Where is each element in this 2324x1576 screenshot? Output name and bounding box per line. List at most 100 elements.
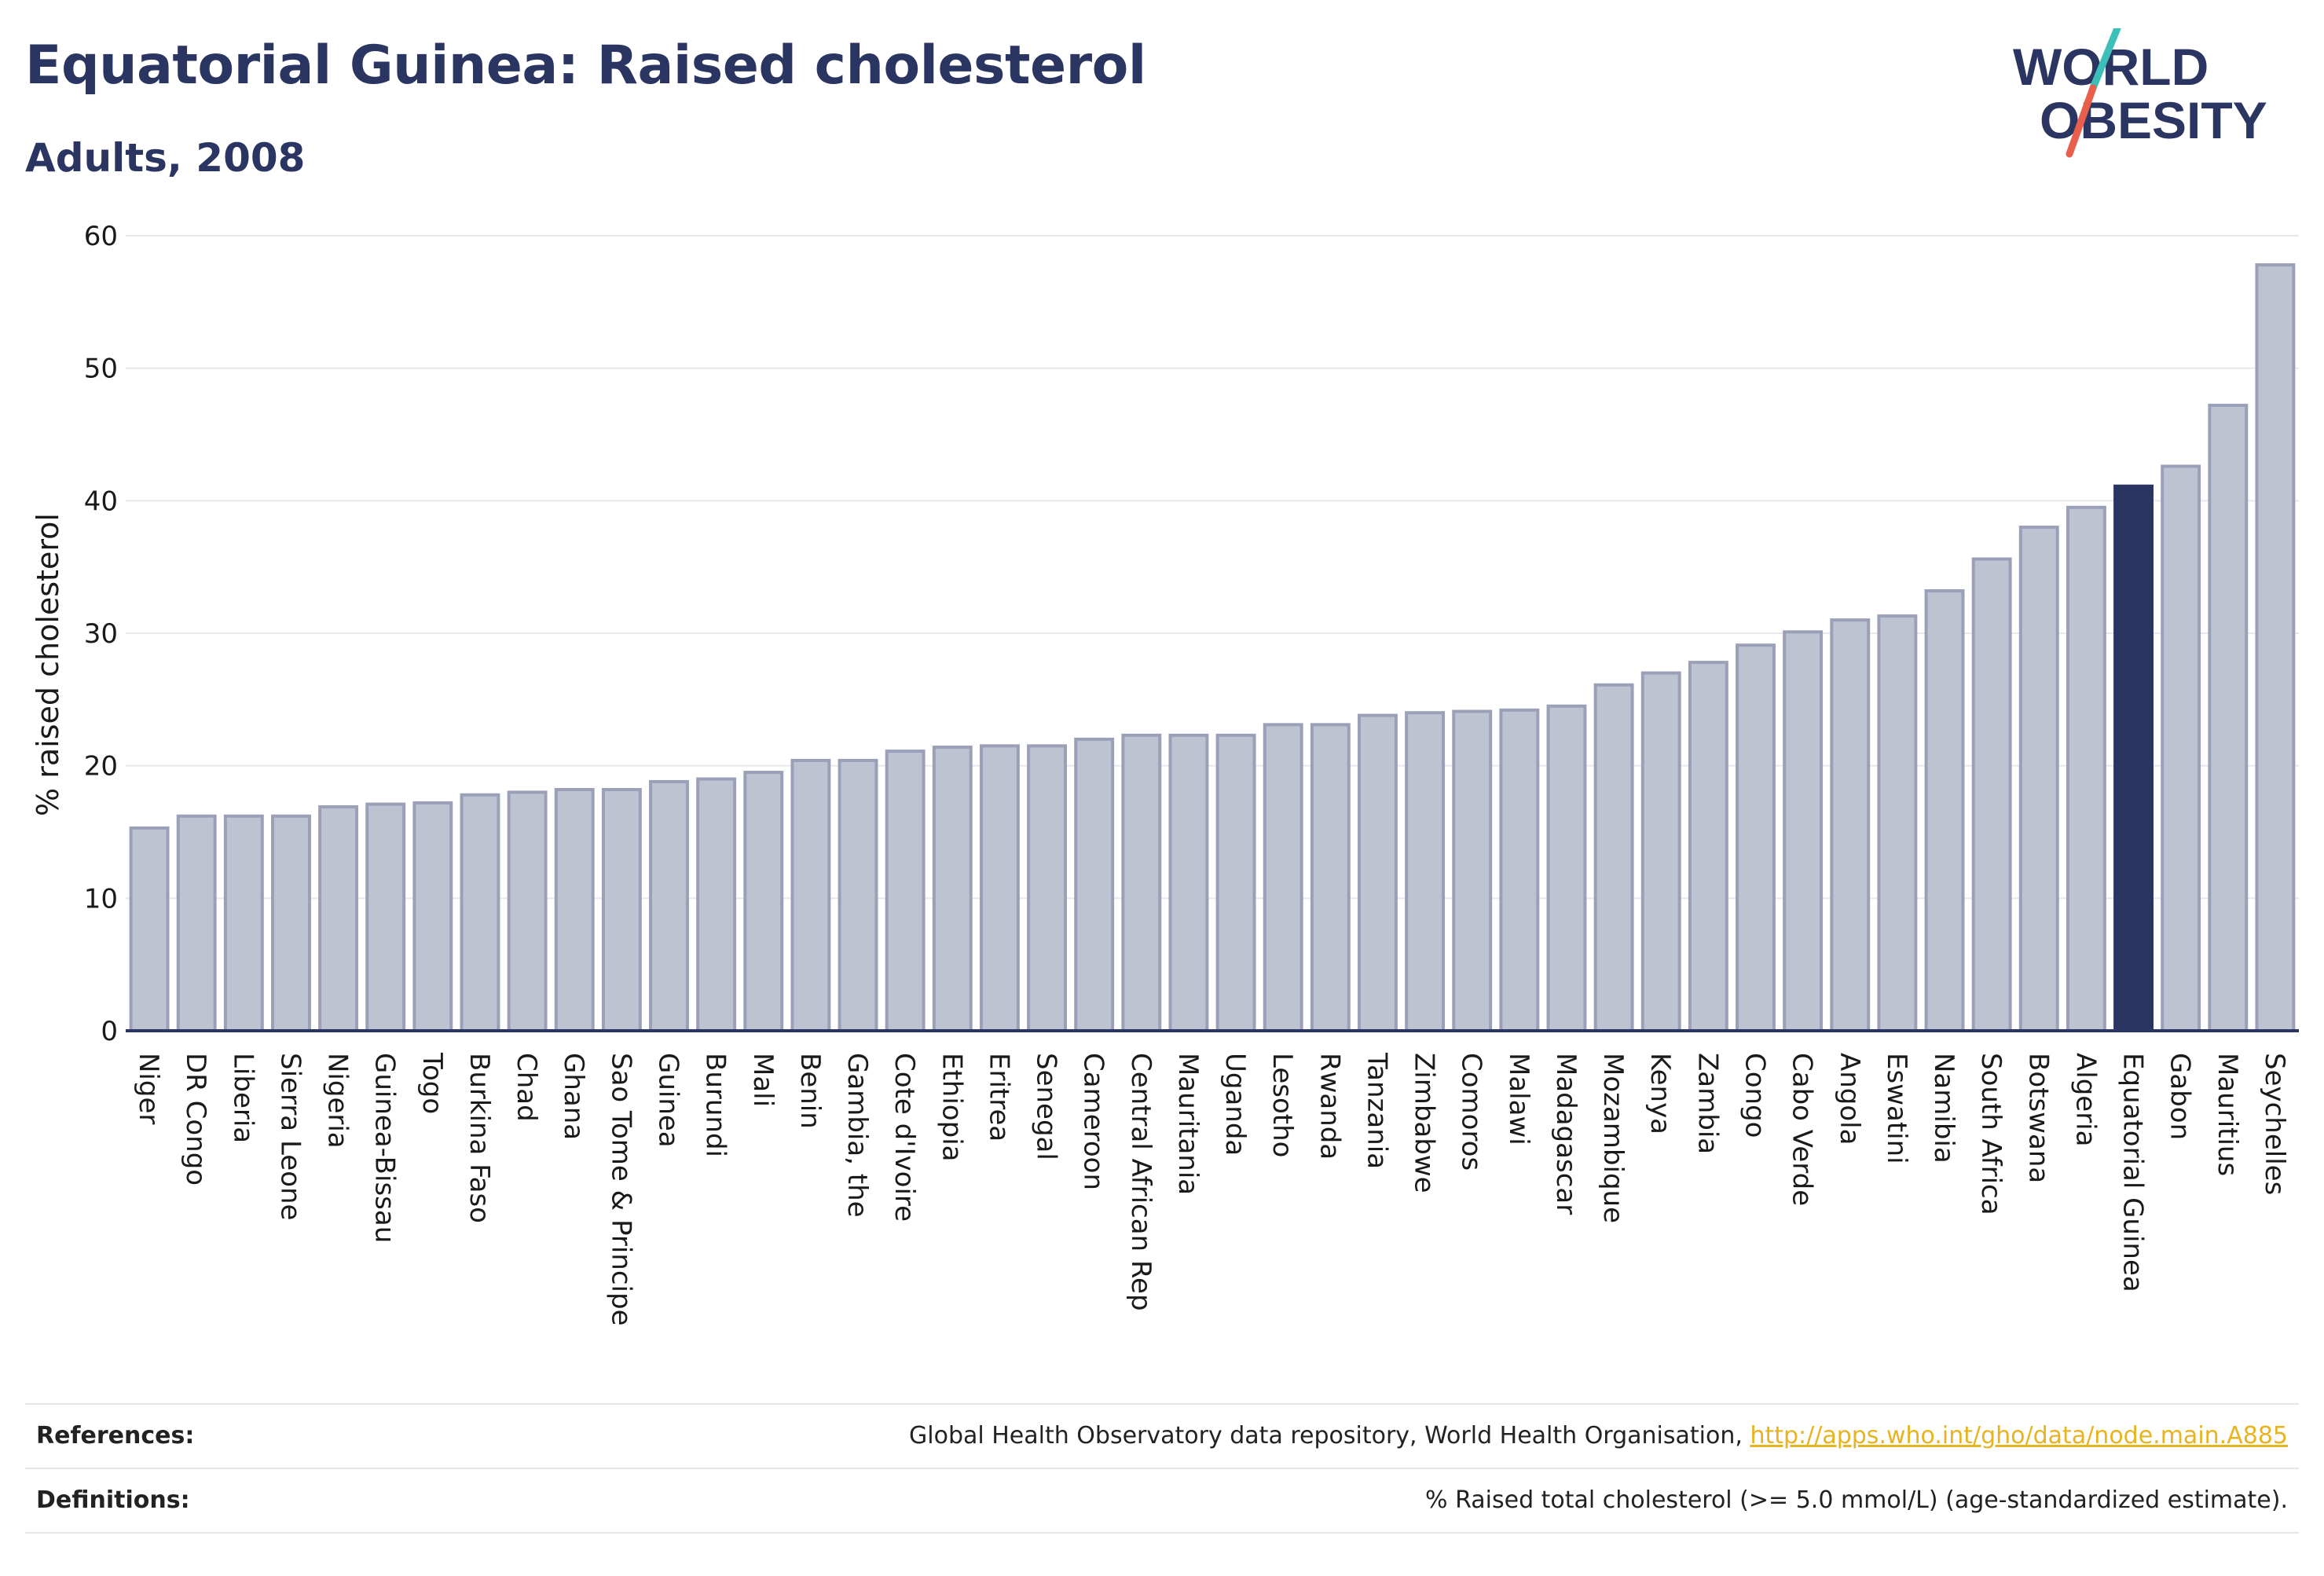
- bar-mauritius: [2208, 403, 2249, 1032]
- x-tick-label: Seychelles: [2259, 1053, 2290, 1195]
- bar-zambia: [1688, 661, 1728, 1033]
- world-obesity-logo: WORLD OBESITY: [2013, 28, 2267, 158]
- bar-comoros: [1452, 709, 1493, 1032]
- definitions-row: Definitions: % Raised total cholesterol …: [25, 1468, 2299, 1534]
- chart-title: Equatorial Guinea: Raised cholesterol: [25, 35, 1146, 97]
- y-tick-label: 10: [84, 883, 118, 914]
- bars: [129, 263, 2296, 1033]
- x-tick-label: Angola: [1834, 1053, 1865, 1145]
- bar-ethiopia: [932, 746, 973, 1032]
- bar-sao-tome-principe: [601, 788, 642, 1032]
- bar-chart: 0 10 20 30 40 50 60 Niger DR Congo Liberia Sierra…: [31, 221, 2299, 1326]
- bar-sierra-leone: [271, 814, 311, 1032]
- y-axis-ticks: 0 10 20 30 40 50 60: [84, 221, 118, 1047]
- bar-mauritania: [1168, 733, 1209, 1033]
- x-tick-label: Central African Rep: [1125, 1053, 1157, 1311]
- bar-uganda: [1215, 733, 1256, 1033]
- bar-angola: [1830, 618, 1871, 1032]
- bar-chad: [507, 790, 548, 1033]
- references-link[interactable]: http://apps.who.int/gho/data/node.main.A…: [1750, 1422, 2288, 1450]
- bar-niger: [129, 826, 170, 1032]
- bar-zimbabwe: [1405, 711, 1446, 1032]
- bar-togo: [412, 801, 453, 1032]
- bar-malawi: [1499, 708, 1540, 1032]
- x-tick-label: Ghana: [558, 1053, 589, 1140]
- x-tick-label: Gabon: [2165, 1053, 2196, 1140]
- references-value: Global Health Observatory data repositor…: [909, 1422, 2288, 1450]
- x-tick-label: Madagascar: [1550, 1053, 1582, 1215]
- x-tick-label: Sierra Leone: [274, 1053, 306, 1220]
- x-tick-label: Malawi: [1503, 1053, 1534, 1145]
- x-tick-label: Liberia: [227, 1053, 258, 1143]
- bar-cote-d-ivoire: [885, 750, 926, 1032]
- definitions-label: Definitions:: [36, 1486, 190, 1514]
- x-tick-label: Zimbabwe: [1409, 1053, 1440, 1193]
- bar-lesotho: [1263, 723, 1303, 1032]
- y-axis-label: % raised cholesterol: [31, 513, 65, 816]
- y-tick-label: 0: [101, 1016, 118, 1047]
- bar-botswana: [2018, 526, 2059, 1032]
- bar-senegal: [1027, 744, 1067, 1032]
- x-tick-label: Cameroon: [1078, 1053, 1109, 1190]
- x-axis-ticks: Niger DR Congo Liberia Sierra Leone Nigeria G…: [133, 1052, 2290, 1326]
- x-tick-label: Kenya: [1644, 1053, 1676, 1134]
- x-tick-label: Comoros: [1456, 1053, 1487, 1171]
- y-tick-label: 60: [84, 221, 118, 252]
- bar-burundi: [696, 777, 737, 1032]
- bar-kenya: [1640, 671, 1681, 1032]
- bar-congo: [1736, 643, 1776, 1032]
- x-tick-label: Mauritania: [1172, 1053, 1204, 1195]
- x-tick-label: Burkina Faso: [464, 1053, 495, 1223]
- references-label: References:: [36, 1422, 195, 1450]
- bar-liberia: [223, 814, 264, 1032]
- x-tick-label: Rwanda: [1314, 1053, 1345, 1160]
- references-row: References: Global Health Observatory da…: [25, 1403, 2299, 1468]
- x-tick-label: Namibia: [1928, 1053, 1959, 1164]
- x-tick-label: Mali: [747, 1053, 779, 1107]
- bar-madagascar: [1546, 704, 1587, 1032]
- bar-rwanda: [1310, 723, 1351, 1032]
- x-tick-label: Congo: [1739, 1053, 1771, 1138]
- x-tick-label: Guinea: [653, 1053, 684, 1148]
- bar-central-african-rep: [1121, 733, 1162, 1033]
- bar-mozambique: [1593, 683, 1634, 1033]
- x-tick-label: Cote d'Ivoire: [889, 1053, 920, 1222]
- references-text: Global Health Observatory data repositor…: [909, 1422, 1750, 1450]
- x-tick-label: Ethiopia: [936, 1053, 967, 1161]
- bar-eswatini: [1877, 614, 1918, 1032]
- bar-cameroon: [1074, 737, 1115, 1033]
- chart-subtitle: Adults, 2008: [25, 135, 306, 181]
- x-tick-label: Burundi: [700, 1053, 731, 1157]
- x-tick-label: Cabo Verde: [1787, 1053, 1818, 1206]
- x-tick-label: Guinea-Bissau: [369, 1053, 401, 1243]
- y-tick-label: 20: [84, 751, 118, 783]
- bar-gambia-the: [838, 758, 878, 1032]
- bar-dr-congo: [176, 814, 217, 1032]
- definitions-text: % Raised total cholesterol (>= 5.0 mmol/…: [1425, 1486, 2288, 1514]
- x-tick-label: Mozambique: [1597, 1053, 1629, 1223]
- bar-algeria: [2066, 505, 2106, 1032]
- x-tick-label: Gambia, the: [841, 1053, 873, 1218]
- bar-benin: [790, 758, 831, 1032]
- x-tick-label: Sao Tome & Principe: [605, 1053, 636, 1326]
- bar-seychelles: [2255, 263, 2296, 1032]
- bar-eritrea: [979, 744, 1020, 1032]
- bar-ghana: [554, 788, 595, 1032]
- bar-guinea: [649, 779, 689, 1032]
- bar-cabo-verde: [1783, 630, 1824, 1033]
- x-tick-label: Mauritius: [2212, 1053, 2243, 1176]
- x-tick-label: Algeria: [2069, 1053, 2101, 1146]
- x-tick-label: Uganda: [1219, 1053, 1251, 1156]
- x-tick-label: Zambia: [1692, 1053, 1723, 1154]
- x-tick-label: South Africa: [1975, 1053, 2007, 1215]
- bar-guinea-bissau: [365, 802, 406, 1033]
- x-tick-label: Eswatini: [1881, 1053, 1912, 1164]
- x-tick-label: Tanzania: [1361, 1052, 1392, 1169]
- bar-south-africa: [1971, 557, 2012, 1032]
- x-tick-label: Chad: [511, 1053, 542, 1122]
- x-tick-label: Togo: [416, 1052, 448, 1114]
- x-tick-label: Equatorial Guinea: [2117, 1053, 2149, 1292]
- bar-burkina-faso: [460, 793, 500, 1032]
- bar-namibia: [1924, 589, 1965, 1032]
- x-tick-label: Senegal: [1031, 1053, 1062, 1160]
